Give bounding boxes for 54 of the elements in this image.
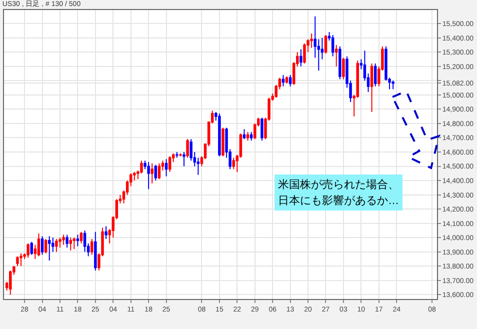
candlestick xyxy=(20,252,22,267)
candlestick xyxy=(300,48,302,67)
candlestick xyxy=(16,256,19,267)
candlestick xyxy=(154,164,158,182)
candlestick xyxy=(222,127,224,157)
annotation: 日本にも影響があるか… xyxy=(278,194,399,207)
candlestick xyxy=(282,74,285,87)
candlestick xyxy=(48,236,51,261)
candlestick xyxy=(58,237,62,248)
candlestick xyxy=(338,46,342,80)
candlestick xyxy=(55,238,58,252)
candlestick xyxy=(370,63,374,113)
candlestick xyxy=(342,57,345,80)
candlestick xyxy=(331,34,334,57)
candlestick xyxy=(288,74,292,87)
candlestick xyxy=(392,80,394,90)
candlestick xyxy=(168,156,172,172)
candlestick xyxy=(218,112,221,157)
candlestick xyxy=(246,132,250,142)
candlestick xyxy=(158,162,161,180)
candlestick xyxy=(30,241,34,256)
candlestick xyxy=(150,162,154,184)
candlestick xyxy=(104,226,108,240)
candlestick xyxy=(260,117,264,142)
candlestick xyxy=(285,76,288,84)
candlestick xyxy=(335,44,338,67)
candlestick xyxy=(94,231,97,271)
candlestick xyxy=(40,236,44,256)
candlestick xyxy=(324,34,328,54)
candlestick xyxy=(250,132,253,142)
candlestick xyxy=(176,152,178,158)
annotation: 米国株が売られた場合、 xyxy=(278,178,399,191)
candlestick xyxy=(374,63,377,87)
candlestick xyxy=(90,238,94,256)
candlestick xyxy=(186,138,189,158)
candlestick xyxy=(80,231,83,244)
candlestick xyxy=(182,152,186,167)
candlestick xyxy=(164,158,168,177)
candlestick xyxy=(66,234,68,248)
candlestick xyxy=(310,33,313,48)
candlestick xyxy=(69,237,72,251)
candlestick xyxy=(72,237,76,250)
candlestick xyxy=(147,161,150,190)
candlestick xyxy=(303,43,306,64)
candlestick xyxy=(232,157,235,170)
candlestick xyxy=(26,242,30,258)
candlestick xyxy=(37,232,40,257)
candlestick xyxy=(242,128,246,140)
candlestick xyxy=(83,230,86,252)
candlestick xyxy=(62,234,65,246)
candlestick xyxy=(179,152,182,157)
candlestick xyxy=(44,238,48,254)
candlestick xyxy=(9,270,12,296)
candlestick xyxy=(76,234,80,247)
